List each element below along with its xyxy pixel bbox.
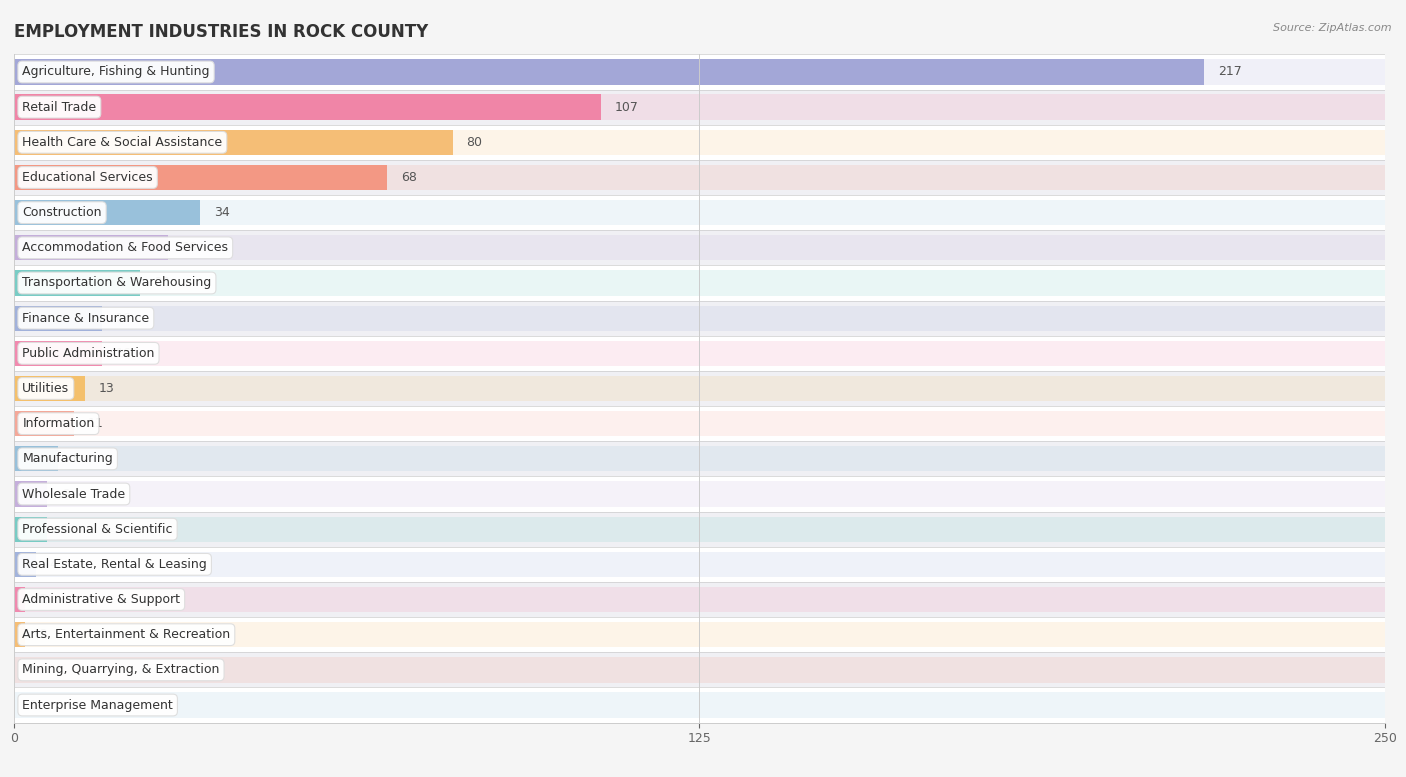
Bar <box>14 511 1385 547</box>
Bar <box>14 552 1385 577</box>
Text: Retail Trade: Retail Trade <box>22 101 97 113</box>
Text: 0: 0 <box>28 699 35 712</box>
Text: Arts, Entertainment & Recreation: Arts, Entertainment & Recreation <box>22 628 231 641</box>
Bar <box>14 59 1385 85</box>
Text: 2: 2 <box>39 628 46 641</box>
Bar <box>14 340 101 366</box>
Bar <box>14 200 201 225</box>
Bar <box>14 95 1385 120</box>
Bar <box>14 688 1385 723</box>
Text: Real Estate, Rental & Leasing: Real Estate, Rental & Leasing <box>22 558 207 571</box>
Text: Mining, Quarrying, & Extraction: Mining, Quarrying, & Extraction <box>22 664 219 676</box>
Text: 6: 6 <box>60 487 69 500</box>
Bar <box>14 160 1385 195</box>
Text: Utilities: Utilities <box>22 382 69 395</box>
Bar <box>14 270 1385 296</box>
Bar <box>14 446 1385 472</box>
Bar <box>14 652 1385 688</box>
Text: Finance & Insurance: Finance & Insurance <box>22 312 149 325</box>
Text: 68: 68 <box>401 171 416 184</box>
Bar <box>14 301 1385 336</box>
Bar <box>14 89 1385 125</box>
Bar <box>14 441 1385 476</box>
Bar <box>14 305 1385 331</box>
Text: Source: ZipAtlas.com: Source: ZipAtlas.com <box>1274 23 1392 33</box>
Text: 4: 4 <box>49 558 58 571</box>
Text: 0: 0 <box>28 664 35 676</box>
Bar <box>14 587 1385 612</box>
Text: 13: 13 <box>98 382 115 395</box>
Bar <box>14 130 1385 155</box>
Bar <box>14 622 25 647</box>
Bar <box>14 130 453 155</box>
Text: 28: 28 <box>181 242 197 254</box>
Text: Construction: Construction <box>22 206 101 219</box>
Bar <box>14 59 1204 85</box>
Bar <box>14 125 1385 160</box>
Bar <box>14 266 1385 301</box>
Text: Information: Information <box>22 417 94 430</box>
Text: Administrative & Support: Administrative & Support <box>22 593 180 606</box>
Bar <box>14 622 1385 647</box>
Bar <box>14 376 1385 401</box>
Bar <box>14 481 46 507</box>
Bar <box>14 200 1385 225</box>
Text: Public Administration: Public Administration <box>22 347 155 360</box>
Bar <box>14 165 387 190</box>
Bar <box>14 376 86 401</box>
Bar <box>14 481 1385 507</box>
Bar <box>14 552 37 577</box>
Text: Educational Services: Educational Services <box>22 171 153 184</box>
Bar <box>14 340 1385 366</box>
Bar <box>14 235 1385 260</box>
Text: Agriculture, Fishing & Hunting: Agriculture, Fishing & Hunting <box>22 65 209 78</box>
Bar <box>14 406 1385 441</box>
Text: 6: 6 <box>60 523 69 535</box>
Bar <box>14 517 1385 542</box>
Text: 34: 34 <box>214 206 231 219</box>
Bar <box>14 657 1385 682</box>
Text: EMPLOYMENT INDUSTRIES IN ROCK COUNTY: EMPLOYMENT INDUSTRIES IN ROCK COUNTY <box>14 23 429 41</box>
Text: Accommodation & Food Services: Accommodation & Food Services <box>22 242 228 254</box>
Text: Health Care & Social Assistance: Health Care & Social Assistance <box>22 136 222 149</box>
Bar <box>14 517 46 542</box>
Bar <box>14 476 1385 511</box>
Bar <box>14 587 25 612</box>
Text: 11: 11 <box>89 417 104 430</box>
Bar <box>14 411 75 437</box>
Bar <box>14 411 1385 437</box>
Bar <box>14 165 1385 190</box>
Text: 16: 16 <box>115 347 131 360</box>
Bar <box>14 446 58 472</box>
Bar <box>14 692 1385 718</box>
Text: 8: 8 <box>72 452 80 465</box>
Text: 23: 23 <box>153 277 170 290</box>
Bar <box>14 371 1385 406</box>
Bar <box>14 95 600 120</box>
Bar <box>14 582 1385 617</box>
Text: 16: 16 <box>115 312 131 325</box>
Bar <box>14 195 1385 230</box>
Bar <box>14 305 101 331</box>
Bar <box>14 235 167 260</box>
Bar <box>14 617 1385 652</box>
Bar <box>14 547 1385 582</box>
Text: 80: 80 <box>467 136 482 149</box>
Bar <box>14 270 141 296</box>
Text: Manufacturing: Manufacturing <box>22 452 112 465</box>
Bar <box>14 54 1385 89</box>
Text: 217: 217 <box>1218 65 1241 78</box>
Text: Enterprise Management: Enterprise Management <box>22 699 173 712</box>
Text: Transportation & Warehousing: Transportation & Warehousing <box>22 277 211 290</box>
Bar <box>14 336 1385 371</box>
Text: 107: 107 <box>614 101 638 113</box>
Text: 2: 2 <box>39 593 46 606</box>
Text: Wholesale Trade: Wholesale Trade <box>22 487 125 500</box>
Bar <box>14 230 1385 266</box>
Text: Professional & Scientific: Professional & Scientific <box>22 523 173 535</box>
